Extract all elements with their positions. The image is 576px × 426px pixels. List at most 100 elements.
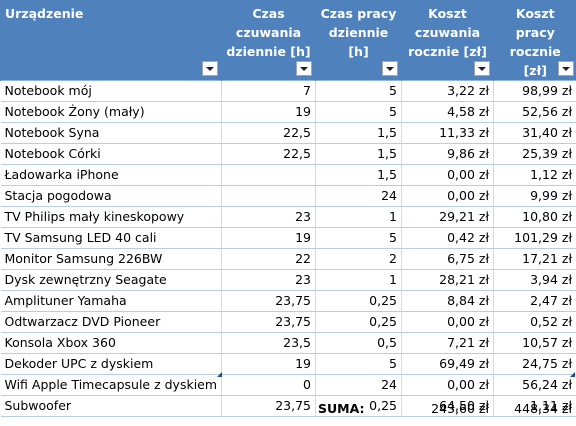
summary-standby-total[interactable]: 243,60 zł [431, 401, 489, 416]
cell-work-time[interactable]: 0,25 [315, 311, 402, 333]
cell-device[interactable]: Konsola Xbox 360 [0, 332, 222, 354]
cell-standby-cost[interactable]: 28,21 zł [401, 269, 494, 291]
filter-dropdown-icon[interactable] [296, 61, 312, 76]
table-row: Dysk zewnętrzny Seagate 23 1 28,21 zł 3,… [0, 269, 576, 291]
cell-standby-time[interactable]: 23,75 [221, 311, 316, 333]
header-work-time-label: Czas pracy dziennie [h] [320, 6, 397, 59]
cell-work-time[interactable]: 1,5 [315, 122, 402, 144]
cell-standby-cost[interactable]: 7,21 zł [401, 332, 494, 354]
cell-work-time[interactable]: 1,5 [315, 143, 402, 165]
table-row: Notebook Córki 22,5 1,5 9,86 zł 25,39 zł [0, 143, 576, 165]
cell-standby-cost[interactable]: 0,00 zł [401, 374, 494, 396]
cell-work-cost[interactable]: 31,40 zł [493, 122, 576, 144]
cell-work-cost[interactable]: 2,47 zł [493, 290, 576, 312]
cell-work-cost[interactable]: 10,57 zł [493, 332, 576, 354]
cell-device[interactable]: Dekoder UPC z dyskiem [0, 353, 222, 375]
cell-device[interactable]: Notebook Żony (mały) [0, 101, 222, 123]
cell-standby-cost[interactable]: 9,86 zł [401, 143, 494, 165]
filter-dropdown-icon[interactable] [382, 61, 398, 76]
cell-device[interactable]: Dysk zewnętrzny Seagate [0, 269, 222, 291]
header-row: Urządzenie Czas czuwania dziennie [h] Cz… [0, 0, 576, 81]
cell-work-cost[interactable]: 9,99 zł [493, 185, 576, 207]
cell-device[interactable]: Amplituner Yamaha [0, 290, 222, 312]
cell-standby-cost[interactable]: 4,58 zł [401, 101, 494, 123]
cell-work-cost[interactable]: 3,94 zł [493, 269, 576, 291]
cell-work-time[interactable]: 1 [315, 269, 402, 291]
cell-work-time[interactable]: 1 [315, 206, 402, 228]
cell-standby-cost[interactable]: 69,49 zł [401, 353, 494, 375]
header-standby-time-label: Czas czuwania dziennie [h] [226, 6, 311, 59]
cell-standby-time[interactable]: 23 [221, 206, 316, 228]
cell-standby-cost[interactable]: 8,84 zł [401, 290, 494, 312]
cell-standby-cost[interactable]: 6,75 zł [401, 248, 494, 270]
cell-work-cost[interactable]: 24,75 zł [493, 353, 576, 375]
cell-work-cost[interactable]: 98,99 zł [493, 80, 576, 102]
cell-device[interactable]: Notebook Syna [0, 122, 222, 144]
cell-work-cost[interactable]: 52,56 zł [493, 101, 576, 123]
cell-standby-cost[interactable]: 29,21 zł [401, 206, 494, 228]
cell-standby-cost[interactable]: 0,00 zł [401, 311, 494, 333]
cell-device[interactable]: TV Samsung LED 40 cali [0, 227, 222, 249]
filter-dropdown-icon[interactable] [202, 61, 218, 76]
cell-work-cost[interactable]: 17,21 zł [493, 248, 576, 270]
cell-work-cost[interactable]: 101,29 zł [493, 227, 576, 249]
cell-standby-time[interactable]: 0 [221, 374, 316, 396]
table-row: Stacja pogodowa 24 0,00 zł 9,99 zł [0, 185, 576, 207]
table-resize-handle-icon[interactable] [217, 372, 222, 377]
cell-work-cost[interactable]: 56,24 zł [493, 374, 576, 396]
table-row: Notebook mój 7 5 3,22 zł 98,99 zł [0, 80, 576, 102]
cell-device[interactable]: Wifi Apple Timecapsule z dyskiem [0, 374, 222, 396]
cell-standby-cost[interactable]: 64,50 zł [401, 395, 494, 417]
cell-work-time[interactable]: 0,5 [315, 332, 402, 354]
cell-device[interactable]: Monitor Samsung 226BW [0, 248, 222, 270]
cell-device[interactable]: TV Philips mały kineskopowy [0, 206, 222, 228]
cell-standby-cost[interactable]: 11,33 zł [401, 122, 494, 144]
cell-work-time[interactable]: 2 [315, 248, 402, 270]
cell-device[interactable]: Subwoofer [0, 395, 222, 417]
cell-device[interactable]: Stacja pogodowa [0, 185, 222, 207]
cell-standby-time[interactable]: 23,75 [221, 290, 316, 312]
cell-work-cost[interactable]: 0,52 zł [493, 311, 576, 333]
table-resize-handle-icon[interactable] [570, 372, 575, 377]
cell-standby-time[interactable] [221, 185, 316, 207]
cell-standby-time[interactable]: 23,5 [221, 332, 316, 354]
cell-work-time[interactable]: 0,25 [315, 395, 402, 417]
cell-device[interactable]: Notebook Córki [0, 143, 222, 165]
table-row: Wifi Apple Timecapsule z dyskiem 0 24 0,… [0, 374, 576, 396]
energy-cost-table: Urządzenie Czas czuwania dziennie [h] Cz… [0, 0, 576, 417]
cell-standby-time[interactable]: 7 [221, 80, 316, 102]
filter-dropdown-icon[interactable] [474, 61, 490, 76]
cell-standby-time[interactable]: 22 [221, 248, 316, 270]
cell-standby-time[interactable]: 22,5 [221, 122, 316, 144]
cell-work-cost[interactable]: 10,80 zł [493, 206, 576, 228]
cell-work-time[interactable]: 5 [315, 101, 402, 123]
cell-device[interactable]: Ładowarka iPhone [0, 164, 222, 186]
cell-work-time[interactable]: 5 [315, 227, 402, 249]
cell-standby-time[interactable]: 19 [221, 353, 316, 375]
cell-device[interactable]: Notebook mój [0, 80, 222, 102]
header-standby-cost-label: Koszt czuwania rocznie [zł] [408, 6, 487, 59]
cell-work-time[interactable]: 5 [315, 353, 402, 375]
filter-dropdown-icon[interactable] [557, 61, 574, 76]
cell-work-time[interactable]: 5 [315, 80, 402, 102]
table-row: Ładowarka iPhone 1,5 0,00 zł 1,12 zł [0, 164, 576, 186]
cell-standby-time[interactable]: 23 [221, 269, 316, 291]
cell-work-cost[interactable]: 1,12 zł [493, 164, 576, 186]
table-row: Amplituner Yamaha 23,75 0,25 8,84 zł 2,4… [0, 290, 576, 312]
cell-work-cost[interactable]: 25,39 zł [493, 143, 576, 165]
cell-standby-cost[interactable]: 3,22 zł [401, 80, 494, 102]
cell-standby-time[interactable]: 19 [221, 227, 316, 249]
cell-work-time[interactable]: 1,5 [315, 164, 402, 186]
cell-standby-time[interactable]: 19 [221, 101, 316, 123]
summary-work-total[interactable]: 448,34 zł [514, 401, 572, 416]
cell-standby-time[interactable]: 23,75 [221, 395, 316, 417]
cell-work-time[interactable]: 0,25 [315, 290, 402, 312]
cell-standby-time[interactable] [221, 164, 316, 186]
cell-device[interactable]: Odtwarzacz DVD Pioneer [0, 311, 222, 333]
cell-standby-time[interactable]: 22,5 [221, 143, 316, 165]
cell-standby-cost[interactable]: 0,00 zł [401, 164, 494, 186]
cell-work-time[interactable]: 24 [315, 185, 402, 207]
cell-standby-cost[interactable]: 0,00 zł [401, 185, 494, 207]
cell-standby-cost[interactable]: 0,42 zł [401, 227, 494, 249]
cell-work-time[interactable]: 24 [315, 374, 402, 396]
